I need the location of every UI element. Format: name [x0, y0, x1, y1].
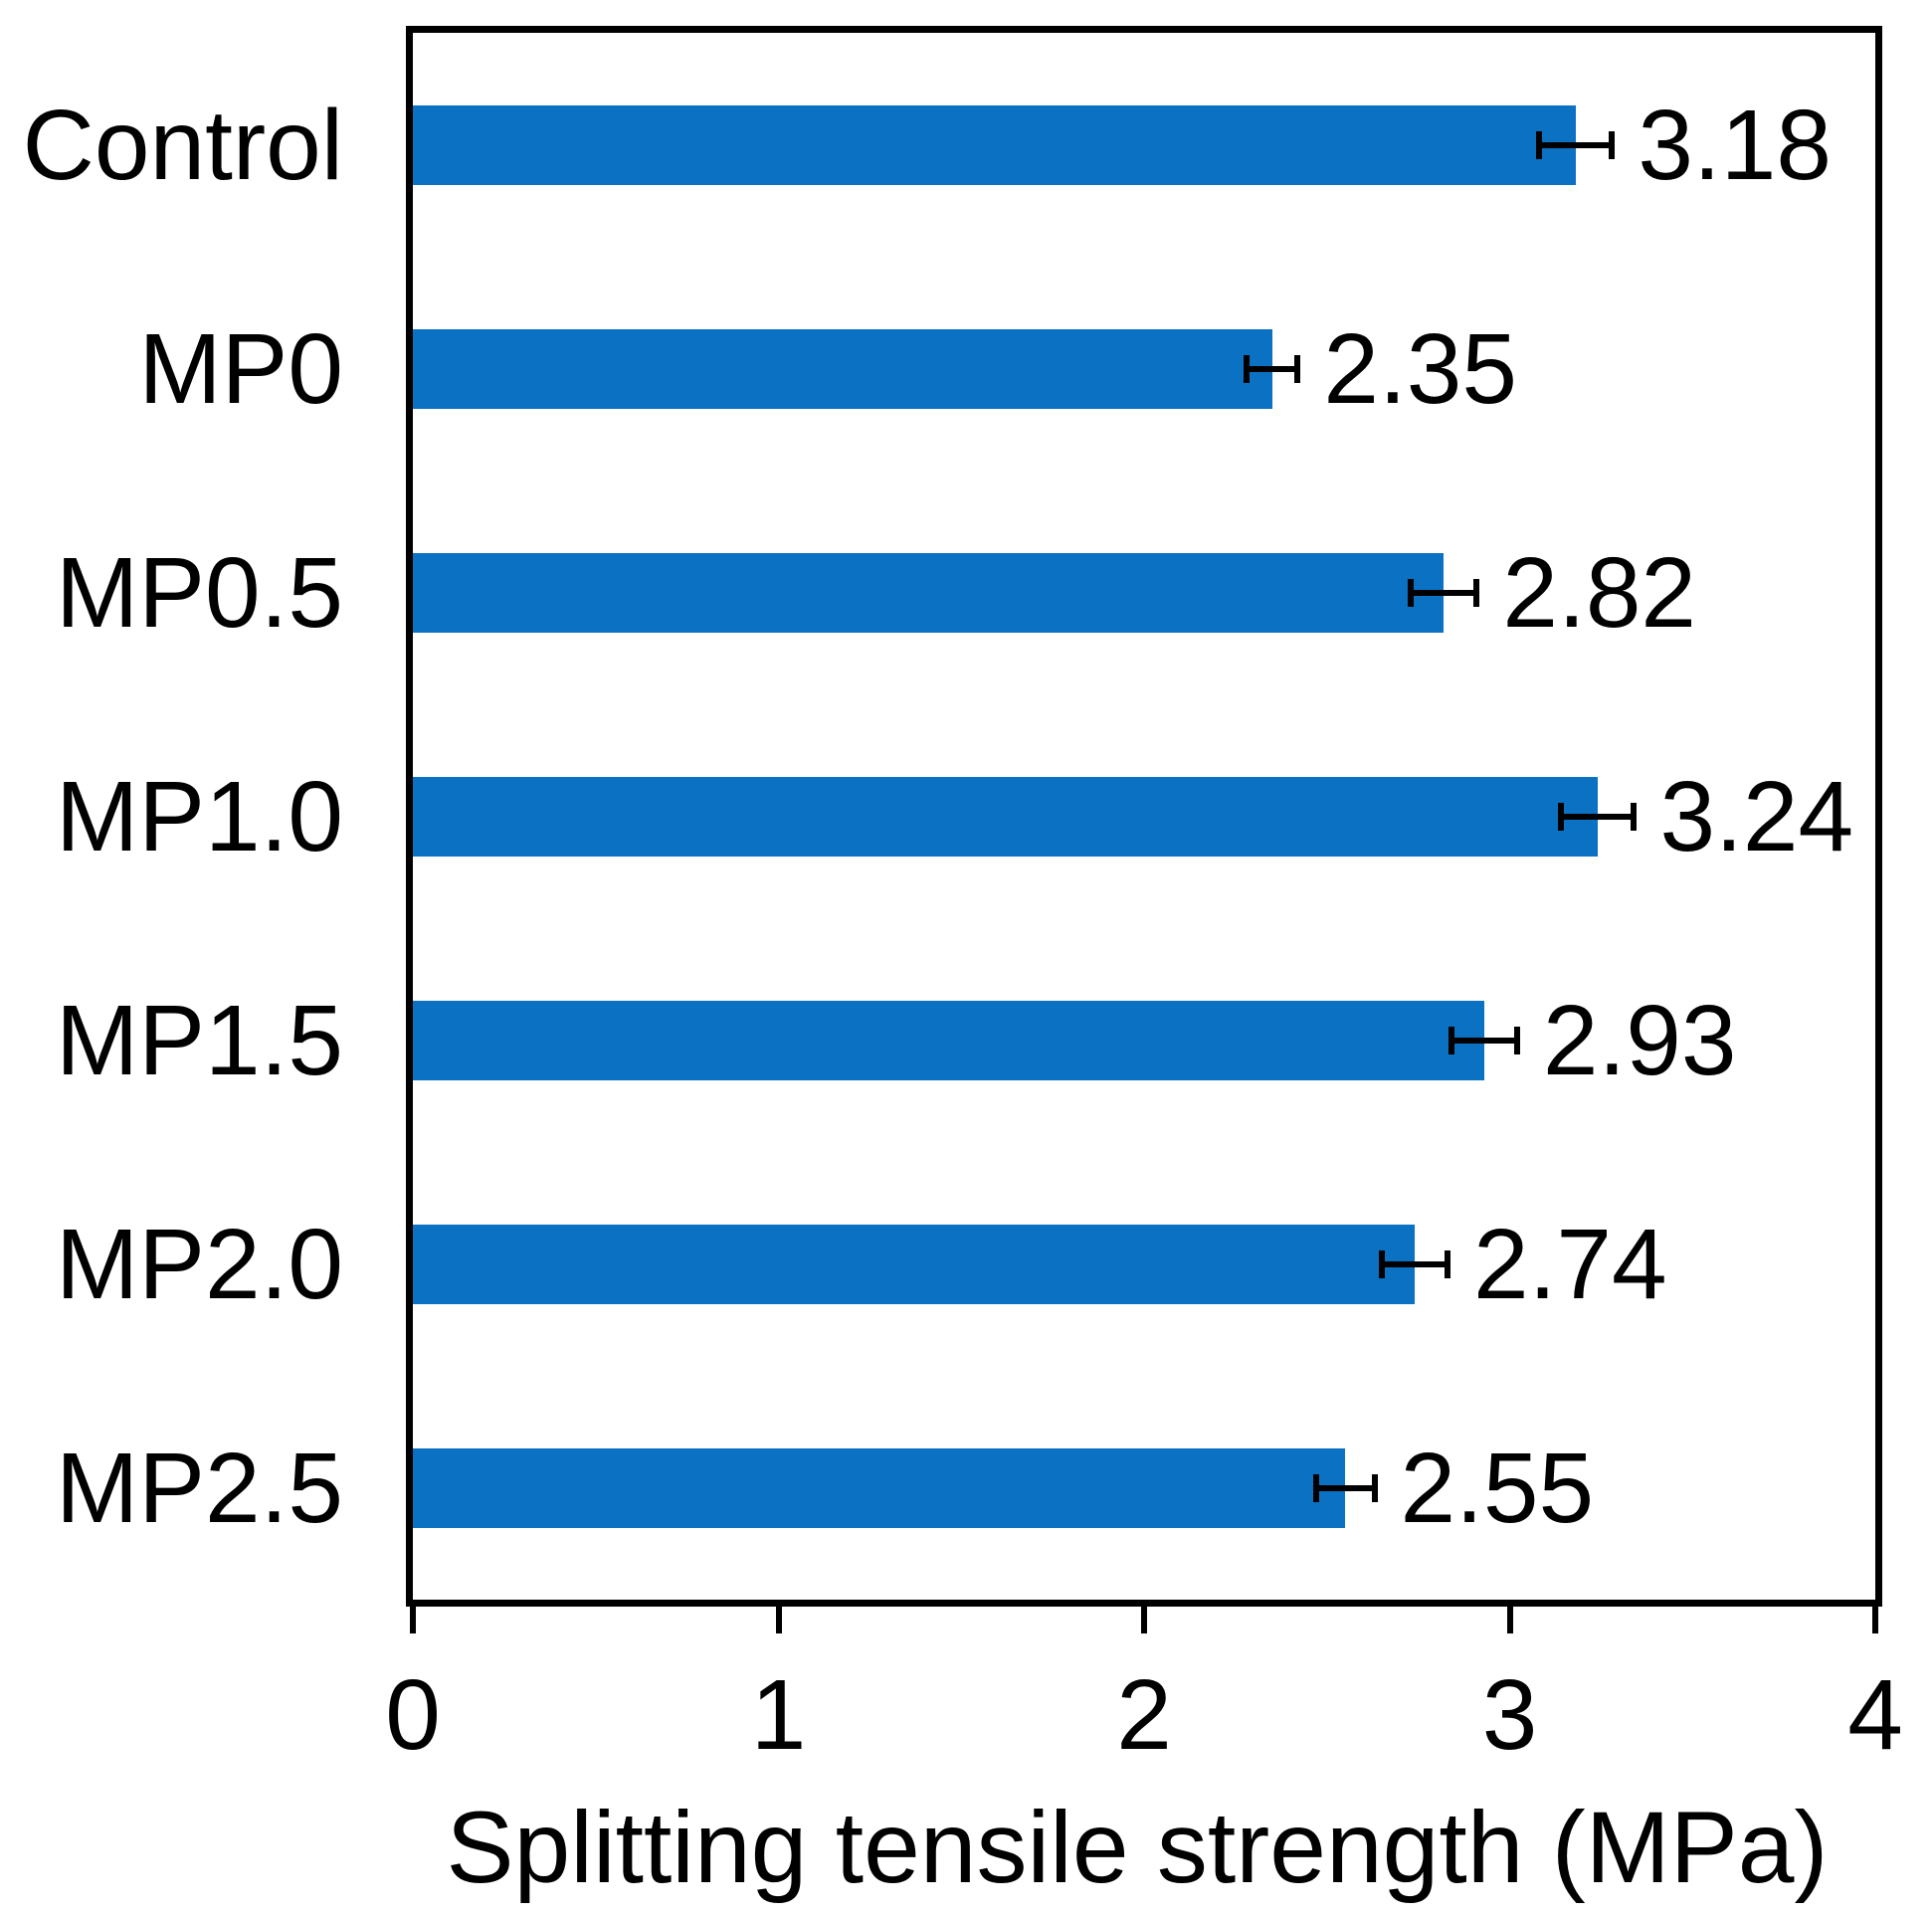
bar	[413, 328, 1272, 409]
x-tick-mark	[1872, 1607, 1878, 1633]
value-label: 2.55	[1400, 1432, 1595, 1544]
x-tick-label: 4	[1847, 1659, 1903, 1771]
error-bar-cap-right	[1473, 578, 1480, 607]
value-label: 3.18	[1638, 89, 1833, 201]
category-label: MP2.5	[55, 1432, 343, 1544]
category-label: MP0	[138, 312, 343, 425]
error-bar	[1381, 1260, 1449, 1267]
error-bar	[1560, 813, 1635, 820]
error-bar	[1411, 589, 1477, 596]
error-bar-cap-left	[1312, 1473, 1319, 1502]
category-label: MP1.0	[55, 760, 343, 872]
x-tick-mark	[1506, 1607, 1513, 1633]
category-label: MP0.5	[55, 536, 343, 649]
error-bar-cap-right	[1371, 1473, 1378, 1502]
error-bar-cap-left	[1378, 1249, 1385, 1278]
bar	[413, 776, 1598, 857]
bar	[413, 104, 1576, 185]
error-bar-cap-right	[1294, 354, 1301, 383]
x-tick-label: 3	[1481, 1659, 1538, 1771]
category-label: MP2.0	[55, 1208, 343, 1320]
error-bar-cap-left	[1557, 802, 1564, 831]
bar	[413, 1000, 1484, 1080]
x-tick-mark	[410, 1607, 416, 1633]
x-tick-label: 2	[1116, 1659, 1172, 1771]
value-label: 3.24	[1659, 760, 1854, 872]
value-label: 2.74	[1473, 1208, 1667, 1320]
x-tick-mark	[1141, 1607, 1147, 1633]
x-tick-mark	[775, 1607, 782, 1633]
error-bar-cap-left	[1243, 354, 1250, 383]
value-label: 2.93	[1542, 984, 1737, 1096]
error-bar	[1538, 141, 1613, 148]
error-bar-cap-left	[1448, 1026, 1454, 1054]
value-label: 2.35	[1323, 312, 1517, 425]
error-bar-cap-left	[1408, 578, 1415, 607]
bar	[413, 552, 1445, 633]
error-bar	[1450, 1037, 1517, 1044]
error-bar-cap-left	[1535, 130, 1542, 159]
error-bar-cap-right	[1609, 130, 1616, 159]
error-bar-cap-right	[1631, 802, 1638, 831]
bar	[413, 1447, 1346, 1528]
error-bar	[1315, 1484, 1375, 1491]
error-bar-cap-right	[1445, 1249, 1451, 1278]
x-tick-label: 1	[750, 1659, 807, 1771]
value-label: 2.82	[1502, 536, 1697, 649]
category-label: MP1.5	[55, 984, 343, 1096]
error-bar	[1246, 365, 1298, 372]
x-axis-title: Splitting tensile strength (MPa)	[446, 1791, 1829, 1904]
x-tick-label: 0	[385, 1659, 441, 1771]
bar	[413, 1224, 1415, 1304]
category-label: Control	[22, 89, 343, 201]
error-bar-cap-right	[1513, 1026, 1520, 1054]
